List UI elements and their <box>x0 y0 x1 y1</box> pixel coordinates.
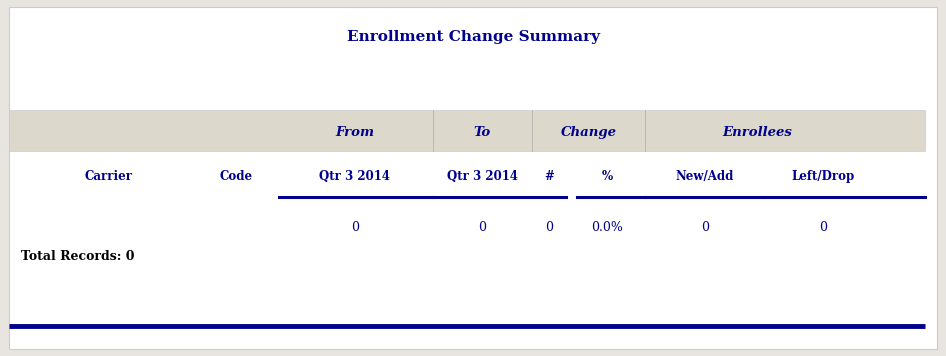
Text: To: To <box>474 126 491 139</box>
Text: Left/Drop: Left/Drop <box>792 170 854 183</box>
Text: Change: Change <box>560 126 617 139</box>
Bar <box>9 110 925 151</box>
Text: Total Records: 0: Total Records: 0 <box>21 250 134 263</box>
Text: 0: 0 <box>351 221 359 234</box>
Text: Enrollees: Enrollees <box>722 126 792 139</box>
Text: New/Add: New/Add <box>675 170 734 183</box>
Text: Qtr 3 2014: Qtr 3 2014 <box>447 170 518 183</box>
Text: Qtr 3 2014: Qtr 3 2014 <box>319 170 391 183</box>
Text: %: % <box>602 170 613 183</box>
Text: Carrier: Carrier <box>85 170 132 183</box>
Text: Enrollment Change Summary: Enrollment Change Summary <box>346 30 600 44</box>
Text: #: # <box>544 170 553 183</box>
Text: 0: 0 <box>545 221 552 234</box>
Text: Code: Code <box>219 170 254 183</box>
Text: 0: 0 <box>701 221 709 234</box>
Text: From: From <box>335 126 375 139</box>
Text: 0: 0 <box>479 221 486 234</box>
Text: 0.0%: 0.0% <box>591 221 623 234</box>
Text: 0: 0 <box>819 221 827 234</box>
